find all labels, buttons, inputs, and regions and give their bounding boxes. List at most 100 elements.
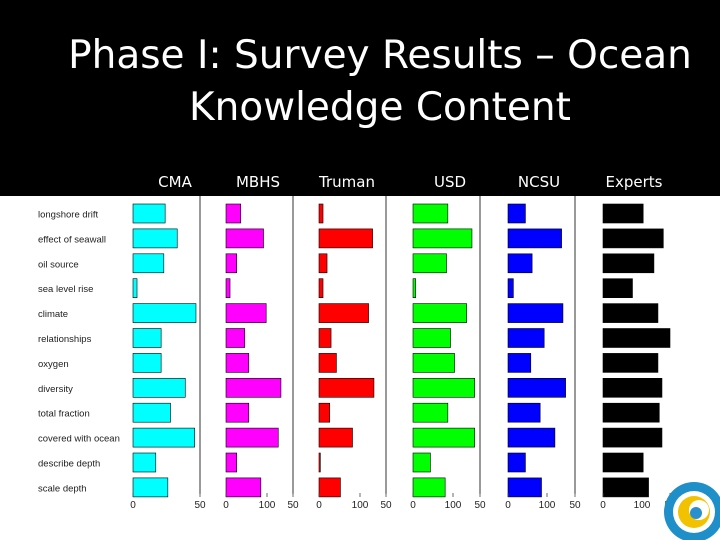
bar-experts-describe-depth <box>602 452 644 473</box>
group-label-ncsu: NCSU <box>517 173 561 191</box>
bar-ncsu-covered-with-ocean <box>507 427 556 448</box>
category-label: scale depth <box>38 483 87 494</box>
bar-ncsu-diversity <box>507 378 566 398</box>
bar-truman-effect-of-seawall <box>318 228 373 249</box>
x-tick-label-truman: 50 <box>380 500 392 511</box>
bar-usd-relationships <box>412 328 451 348</box>
bar-cma-scale-depth <box>132 477 169 498</box>
x-tick-label-ncsu: 50 <box>569 500 581 511</box>
category-label: covered with ocean <box>38 434 120 445</box>
category-label: climate <box>38 309 68 320</box>
category-label: sea level rise <box>38 284 93 295</box>
category-label: total fraction <box>38 409 90 420</box>
bar-mbhs-total-fraction <box>225 402 250 423</box>
x-tick-label-truman: 100 <box>445 500 462 511</box>
bar-mbhs-longshore-drift <box>225 203 242 224</box>
group-label-truman: Truman <box>319 173 375 191</box>
bar-mbhs-describe-depth <box>225 452 238 473</box>
bar-mbhs-relationships <box>225 328 246 348</box>
bar-truman-covered-with-ocean <box>318 427 353 448</box>
bar-usd-oxygen <box>412 353 455 373</box>
bar-mbhs-oxygen <box>225 353 250 373</box>
chart-panel: longshore drift effect of seawall oil sour… <box>0 196 720 540</box>
bar-cma-total-fraction <box>132 402 171 423</box>
bar-ncsu-describe-depth <box>507 452 526 473</box>
title-line-1: Phase I: Survey Results – Ocean <box>68 33 692 78</box>
bar-cma-describe-depth <box>132 452 157 473</box>
bar-cma-oxygen <box>132 353 162 373</box>
bar-truman-oxygen <box>318 353 337 373</box>
bar-truman-describe-depth <box>318 452 321 473</box>
bar-truman-oil-source <box>318 253 328 274</box>
bar-mbhs-diversity <box>225 378 282 398</box>
bar-ncsu-oxygen <box>507 353 532 373</box>
bar-experts-oxygen <box>602 353 659 373</box>
x-tick-label-mbhs: 0 <box>223 500 229 511</box>
bar-usd-longshore-drift <box>412 203 449 224</box>
bar-mbhs-covered-with-ocean <box>225 427 279 448</box>
bar-experts-diversity <box>602 378 663 398</box>
sunburst-logo-icon <box>664 482 720 540</box>
x-tick-label-experts: 0 <box>600 500 606 511</box>
bar-cma-sea-level-rise <box>132 278 138 298</box>
bar-usd-effect-of-seawall <box>412 228 473 249</box>
bar-ncsu-sea-level-rise <box>507 278 514 298</box>
bar-ncsu-longshore-drift <box>507 203 526 224</box>
bar-experts-sea-level-rise <box>602 278 633 298</box>
x-tick-label-usd: 50 <box>474 500 486 511</box>
bar-usd-sea-level-rise <box>412 278 416 298</box>
category-label: longshore drift <box>38 210 99 221</box>
bar-mbhs-sea-level-rise <box>225 278 231 298</box>
bar-ncsu-total-fraction <box>507 402 541 423</box>
bar-usd-describe-depth <box>412 452 431 473</box>
bar-truman-diversity <box>318 378 375 398</box>
bar-truman-longshore-drift <box>318 203 324 224</box>
bar-usd-oil-source <box>412 253 447 274</box>
bar-cma-climate <box>132 303 197 323</box>
bar-usd-diversity <box>412 378 475 398</box>
bar-cma-diversity <box>132 378 186 398</box>
bar-experts-effect-of-seawall <box>602 228 664 249</box>
bar-cma-effect-of-seawall <box>132 228 178 249</box>
bar-cma-relationships <box>132 328 162 348</box>
bar-usd-total-fraction <box>412 402 449 423</box>
bar-truman-sea-level-rise <box>318 278 324 298</box>
group-label-mbhs: MBHS <box>235 173 281 191</box>
bar-truman-scale-depth <box>318 477 341 498</box>
bar-ncsu-effect-of-seawall <box>507 228 562 249</box>
group-label-usd: USD <box>433 173 467 191</box>
bar-experts-covered-with-ocean <box>602 427 663 448</box>
x-tick-label-usd: 100 <box>539 500 556 511</box>
x-tick-label-ncsu: 100 <box>634 500 651 511</box>
bar-ncsu-oil-source <box>507 253 533 274</box>
category-label: describe depth <box>38 459 100 470</box>
bar-cma-longshore-drift <box>132 203 166 224</box>
bar-truman-climate <box>318 303 369 323</box>
category-label: oxygen <box>38 359 69 370</box>
bar-ncsu-scale-depth <box>507 477 542 498</box>
bar-experts-relationships <box>602 328 671 348</box>
bar-mbhs-effect-of-seawall <box>225 228 264 249</box>
bar-cma-oil-source <box>132 253 165 274</box>
bar-mbhs-scale-depth <box>225 477 262 498</box>
x-tick-label-mbhs: 50 <box>287 500 299 511</box>
category-label: relationships <box>38 334 92 345</box>
bar-mbhs-climate <box>225 303 267 323</box>
category-label: oil source <box>38 259 79 270</box>
bar-experts-total-fraction <box>602 402 660 423</box>
bar-mbhs-oil-source <box>225 253 238 274</box>
bar-chart: longshore drift effect of seawall oil sour… <box>38 196 676 511</box>
x-tick-label-cma: 0 <box>130 500 136 511</box>
bar-usd-covered-with-ocean <box>412 427 475 448</box>
bar-ncsu-climate <box>507 303 564 323</box>
group-label-cma: CMA <box>158 173 192 191</box>
bar-experts-climate <box>602 303 659 323</box>
category-label: diversity <box>38 384 73 395</box>
x-tick-label-truman: 0 <box>316 500 322 511</box>
group-label-experts: Experts <box>605 173 663 191</box>
title-line-2: Knowledge Content <box>189 85 571 130</box>
category-label: effect of seawall <box>38 234 106 245</box>
x-tick-label-cma: 50 <box>194 500 206 511</box>
bar-ncsu-relationships <box>507 328 545 348</box>
x-tick-label-cma: 100 <box>259 500 276 511</box>
